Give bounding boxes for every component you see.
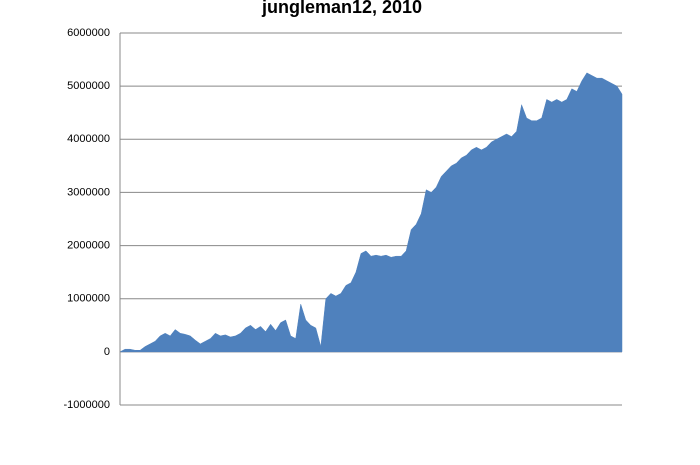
y-tick-label: 3000000 [67, 186, 110, 198]
y-tick-label: 4000000 [67, 133, 110, 145]
y-tick-label: 0 [104, 346, 110, 358]
y-tick-label: 2000000 [67, 239, 110, 251]
y-tick-label: 6000000 [67, 27, 110, 39]
y-tick-label: 5000000 [67, 80, 110, 92]
y-tick-label: 1000000 [67, 293, 110, 305]
chart-title: jungleman12, 2010 [261, 0, 422, 17]
area [119, 72, 623, 353]
y-tick-label: -1000000 [64, 399, 111, 411]
